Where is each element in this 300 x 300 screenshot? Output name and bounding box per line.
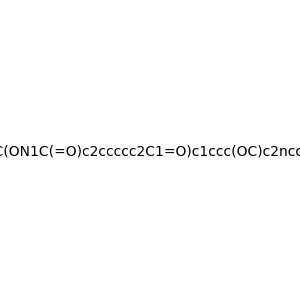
Text: O=C(ON1C(=O)c2ccccc2C1=O)c1ccc(OC)c2ncccc12: O=C(ON1C(=O)c2ccccc2C1=O)c1ccc(OC)c2nccc… xyxy=(0,145,300,158)
